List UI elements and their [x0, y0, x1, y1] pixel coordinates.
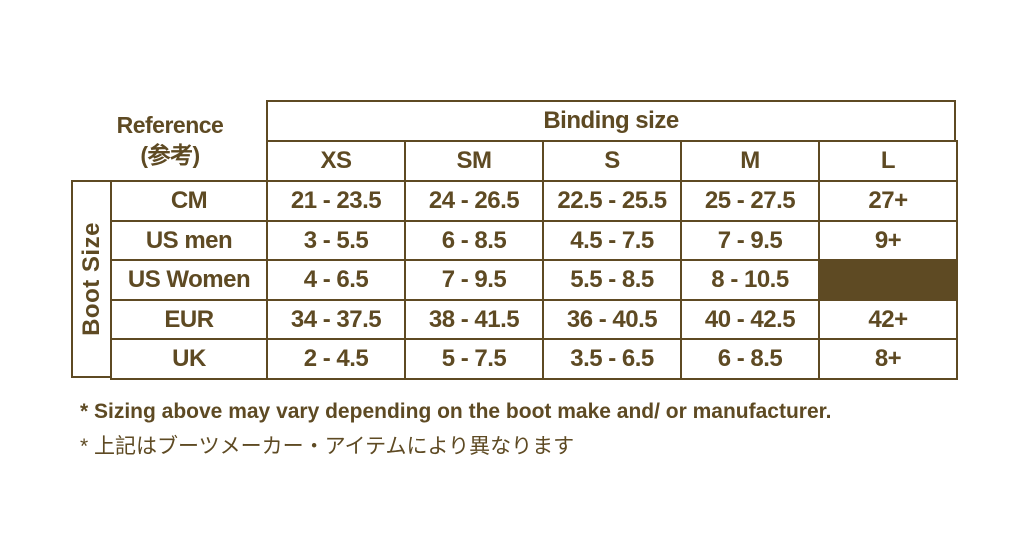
table-cell: 24 - 26.5 [404, 180, 544, 222]
table-cell: 27+ [818, 180, 958, 222]
table-cell: 21 - 23.5 [266, 180, 406, 222]
note-japanese: * 上記はブーツメーカー・アイテムにより異なります [80, 435, 575, 458]
table-cell: 2 - 4.5 [266, 338, 406, 380]
empty-cell [818, 259, 958, 301]
table-cell: 25 - 27.5 [680, 180, 820, 222]
row-label: EUR [110, 299, 268, 340]
table-cell: 38 - 41.5 [404, 299, 544, 340]
table-cell: 5 - 7.5 [404, 338, 544, 380]
size-header-sm: SM [404, 140, 544, 182]
size-header-m: M [680, 140, 820, 182]
table-cell: 8 - 10.5 [680, 259, 820, 301]
row-label: CM [110, 180, 268, 222]
row-label: US Women [110, 259, 268, 301]
table-cell: 3 - 5.5 [266, 220, 406, 261]
row-label: US men [110, 220, 268, 261]
table-cell: 40 - 42.5 [680, 299, 820, 340]
table-cell: 4 - 6.5 [266, 259, 406, 301]
table-cell: 8+ [818, 338, 958, 380]
table-cell: 3.5 - 6.5 [542, 338, 682, 380]
reference-sublabel: (参考) [140, 142, 200, 168]
table-cell: 5.5 - 8.5 [542, 259, 682, 301]
reference-label: Reference [116, 112, 224, 138]
size-header-s: S [542, 140, 682, 182]
binding-size-header: Binding size [266, 100, 956, 142]
table-cell: 4.5 - 7.5 [542, 220, 682, 261]
row-label: UK [110, 338, 268, 380]
size-header-xs: XS [266, 140, 406, 182]
table-cell: 7 - 9.5 [404, 259, 544, 301]
table-cell: 6 - 8.5 [680, 338, 820, 380]
table-cell: 34 - 37.5 [266, 299, 406, 340]
table-cell: 22.5 - 25.5 [542, 180, 682, 222]
table-cell: 9+ [818, 220, 958, 261]
table-cell: 7 - 9.5 [680, 220, 820, 261]
size-header-l: L [818, 140, 958, 182]
table-cell: 42+ [818, 299, 958, 340]
note-english: * Sizing above may vary depending on the… [80, 400, 832, 423]
table-cell: 6 - 8.5 [404, 220, 544, 261]
table-cell: 36 - 40.5 [542, 299, 682, 340]
reference-header: Reference (参考) [72, 100, 268, 180]
boot-size-label: Boot Size [71, 180, 112, 378]
